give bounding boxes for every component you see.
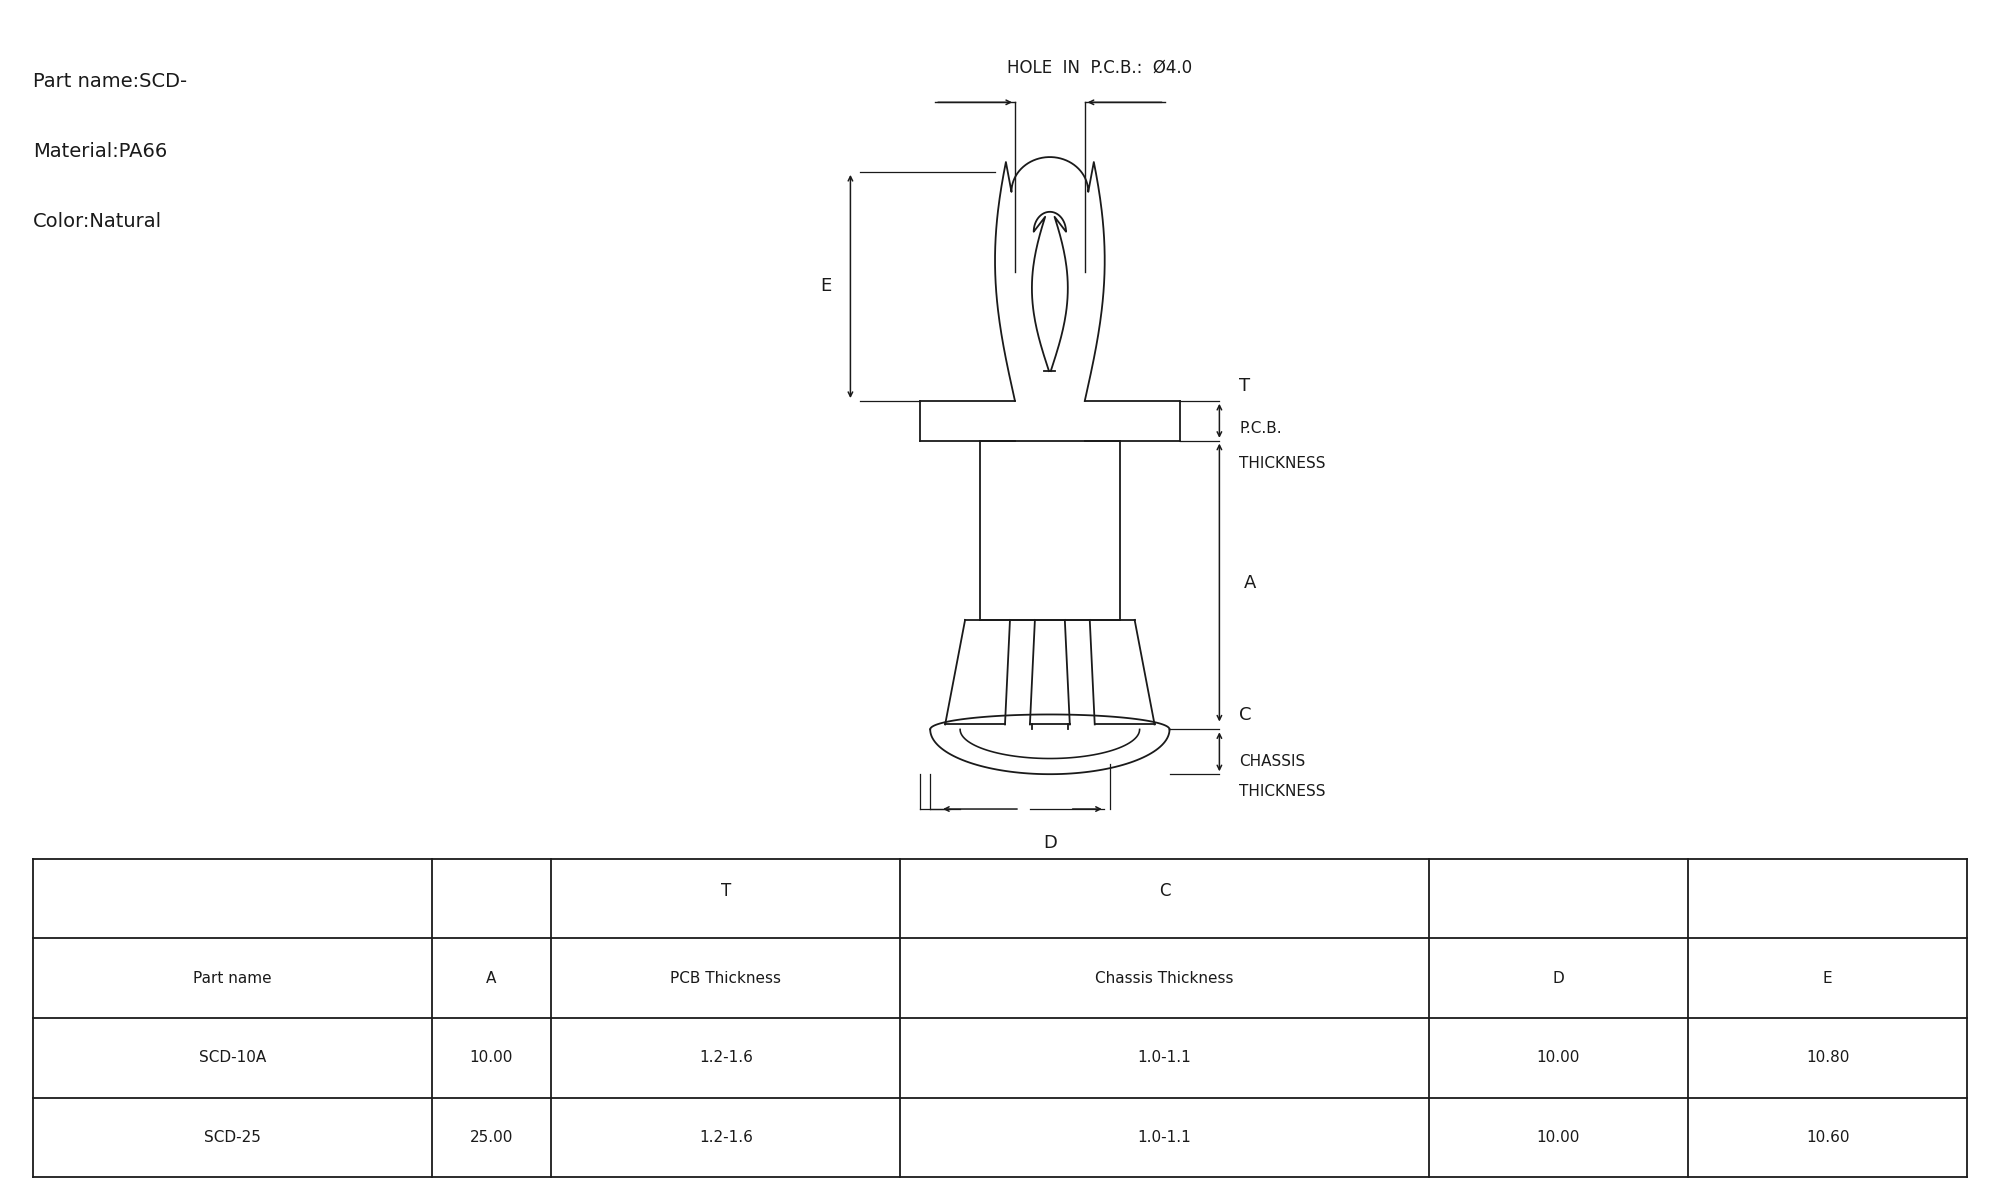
Text: C: C bbox=[1240, 707, 1252, 725]
Text: SCD-25: SCD-25 bbox=[204, 1130, 260, 1145]
Text: E: E bbox=[1822, 971, 1832, 985]
Text: Material:PA66: Material:PA66 bbox=[32, 142, 166, 161]
Text: 1.0-1.1: 1.0-1.1 bbox=[1138, 1130, 1192, 1145]
Text: E: E bbox=[820, 277, 832, 295]
Text: 1.0-1.1: 1.0-1.1 bbox=[1138, 1050, 1192, 1066]
Text: Part name:SCD-: Part name:SCD- bbox=[32, 72, 186, 91]
Text: 1.2-1.6: 1.2-1.6 bbox=[698, 1130, 752, 1145]
Text: Chassis Thickness: Chassis Thickness bbox=[1096, 971, 1234, 985]
Text: SCD-10A: SCD-10A bbox=[198, 1050, 266, 1066]
Text: THICKNESS: THICKNESS bbox=[1240, 784, 1326, 799]
Text: 10.00: 10.00 bbox=[1536, 1130, 1580, 1145]
Text: Color:Natural: Color:Natural bbox=[32, 212, 162, 230]
Text: A: A bbox=[1244, 574, 1256, 592]
Text: A: A bbox=[486, 971, 496, 985]
Text: THICKNESS: THICKNESS bbox=[1240, 456, 1326, 470]
Text: 1.2-1.6: 1.2-1.6 bbox=[698, 1050, 752, 1066]
Text: 10.00: 10.00 bbox=[1536, 1050, 1580, 1066]
Text: 10.80: 10.80 bbox=[1806, 1050, 1850, 1066]
Text: CHASSIS: CHASSIS bbox=[1240, 755, 1306, 769]
Text: D: D bbox=[1552, 971, 1564, 985]
Text: T: T bbox=[1240, 377, 1250, 395]
Text: P.C.B.: P.C.B. bbox=[1240, 421, 1282, 436]
Text: HOLE  IN  P.C.B.:  Ø4.0: HOLE IN P.C.B.: Ø4.0 bbox=[1008, 59, 1192, 77]
Text: PCB Thickness: PCB Thickness bbox=[670, 971, 782, 985]
Text: D: D bbox=[1042, 834, 1056, 852]
Text: C: C bbox=[1158, 882, 1170, 900]
Text: Part name: Part name bbox=[192, 971, 272, 985]
Text: 25.00: 25.00 bbox=[470, 1130, 514, 1145]
Text: T: T bbox=[720, 882, 730, 900]
Text: 10.00: 10.00 bbox=[470, 1050, 514, 1066]
Text: 10.60: 10.60 bbox=[1806, 1130, 1850, 1145]
